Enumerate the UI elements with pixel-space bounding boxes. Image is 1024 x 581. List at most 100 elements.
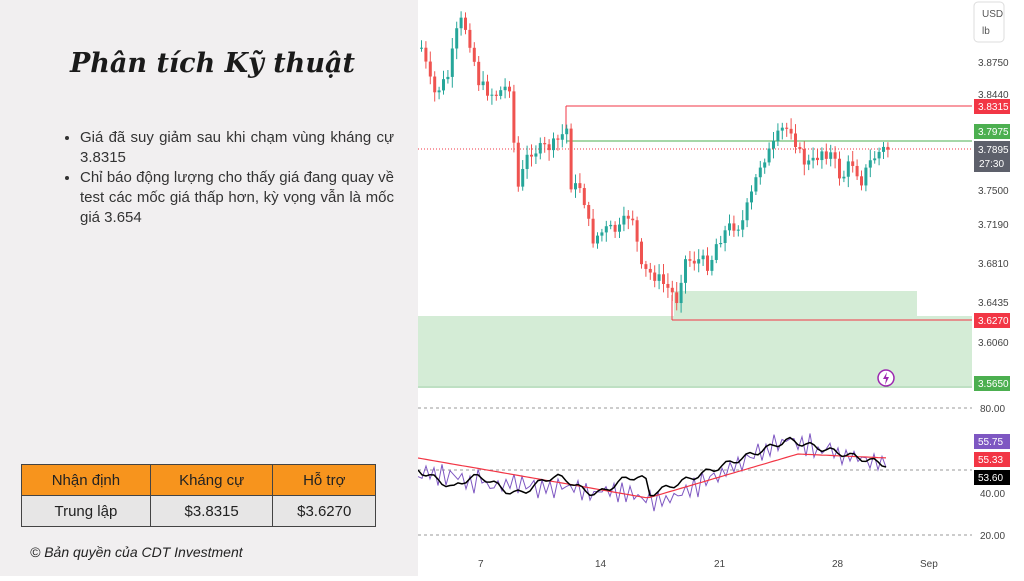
candle <box>684 259 687 283</box>
x-tick: Sep <box>920 559 938 570</box>
candle <box>864 167 868 186</box>
currency-box[interactable] <box>973 1 1005 43</box>
candle <box>455 28 459 49</box>
y-tick: 3.8440 <box>978 90 1009 101</box>
candle <box>569 128 573 190</box>
candle <box>816 157 819 161</box>
candle <box>516 142 520 187</box>
candle <box>543 143 547 145</box>
candle <box>468 29 472 48</box>
candle <box>846 161 850 177</box>
countdown: 27:30 <box>979 159 1004 170</box>
candle <box>486 81 489 96</box>
candle <box>618 224 621 232</box>
summary-table: Nhận định Kháng cự Hỗ trợ Trung lập $3.8… <box>21 464 376 527</box>
avg-line <box>417 436 887 497</box>
candle <box>600 232 604 236</box>
candle <box>728 223 731 231</box>
x-tick: 7 <box>478 559 484 570</box>
candle <box>433 76 437 93</box>
candle <box>670 287 674 293</box>
candle <box>420 47 423 49</box>
candle <box>688 259 692 261</box>
candle <box>692 260 696 264</box>
candle <box>776 130 780 141</box>
candle <box>824 151 828 159</box>
candle <box>591 218 595 244</box>
candle <box>587 205 591 219</box>
cell-resistance: $3.8315 <box>149 495 274 527</box>
candle <box>794 133 797 148</box>
candle <box>860 176 863 186</box>
indicator-tick: 80.00 <box>980 404 1005 415</box>
candle <box>851 161 855 166</box>
upper-green-badge <box>974 124 1010 139</box>
candle <box>714 244 718 260</box>
candle <box>626 215 630 219</box>
candle <box>552 138 555 151</box>
svg-text:53.60: 53.60 <box>978 473 1003 484</box>
candle <box>732 223 736 231</box>
price-chart[interactable]: USD lb 3.8750 3.8440 3.7500 3.7190 3.681… <box>417 0 1024 576</box>
candle <box>464 17 467 30</box>
bullet-item: Giá đã suy giảm sau khi chạm vùng kháng … <box>80 128 394 168</box>
chart-svg[interactable]: USD lb 3.8750 3.8440 3.7500 3.7190 3.681… <box>417 0 1024 576</box>
candle <box>679 282 683 304</box>
candle <box>494 94 498 96</box>
y-tick: 3.6060 <box>978 338 1009 349</box>
candle <box>481 81 485 86</box>
candle <box>767 148 771 163</box>
candle <box>802 149 806 165</box>
rsi-badge <box>974 434 1010 449</box>
svg-text:3.8315: 3.8315 <box>978 102 1009 113</box>
ema-line <box>417 453 887 499</box>
candle <box>556 138 560 140</box>
ema-badge <box>974 452 1010 467</box>
candle <box>472 47 476 62</box>
candle <box>719 243 723 245</box>
candles <box>420 11 890 313</box>
x-tick: 28 <box>832 559 844 570</box>
candle <box>525 154 529 169</box>
candle <box>807 160 811 165</box>
candle <box>424 47 428 62</box>
candle <box>710 259 714 271</box>
header-resistance: Kháng cự <box>149 464 274 496</box>
candle <box>613 224 617 232</box>
candle <box>459 17 463 29</box>
candle <box>736 229 740 231</box>
candle <box>499 90 503 96</box>
candle <box>442 79 445 91</box>
candle <box>780 127 784 131</box>
candle <box>741 220 745 230</box>
last-price-badge <box>974 141 1010 172</box>
candle <box>868 160 872 168</box>
candle <box>886 146 890 150</box>
lower-green-badge <box>974 376 1010 391</box>
candle <box>446 76 450 80</box>
unit-label: lb <box>982 26 990 37</box>
candle <box>490 94 494 96</box>
candle <box>723 230 727 244</box>
candle <box>437 90 441 93</box>
candle <box>855 165 859 177</box>
y-tick: 3.6810 <box>978 259 1009 270</box>
candle <box>450 48 454 77</box>
candle <box>745 202 749 221</box>
candle <box>604 226 608 233</box>
candle <box>538 143 542 154</box>
candle <box>574 183 577 190</box>
candle <box>428 61 432 77</box>
candle <box>754 177 758 192</box>
candle <box>820 151 824 161</box>
candle <box>706 255 709 271</box>
candle <box>582 188 586 206</box>
svg-text:55.33: 55.33 <box>978 455 1003 466</box>
candle <box>789 128 793 134</box>
candle <box>622 215 626 225</box>
candle <box>653 272 657 281</box>
support-badge <box>974 313 1010 328</box>
candle <box>635 220 639 242</box>
candle <box>772 140 775 149</box>
y-tick: 3.7500 <box>978 186 1009 197</box>
